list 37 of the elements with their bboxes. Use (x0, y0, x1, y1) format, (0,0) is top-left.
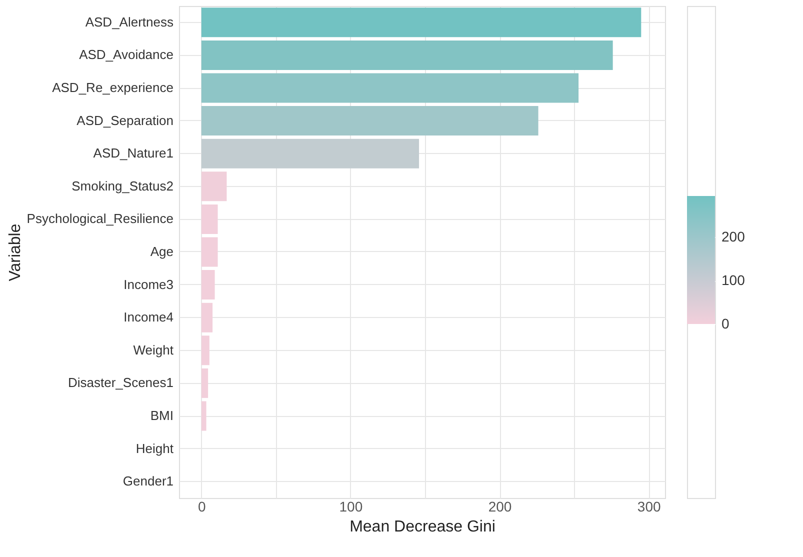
bar (201, 401, 206, 431)
y-tick-label: ASD_Avoidance (79, 47, 174, 62)
bar (201, 336, 210, 366)
bar (201, 237, 218, 267)
y-tick-label: Gender1 (122, 474, 174, 489)
bar (201, 8, 642, 38)
x-tick-label: 200 (488, 498, 512, 514)
bar (201, 138, 420, 168)
color-bar-label: 200 (722, 228, 746, 245)
y-tick-label: ASD_Re_experience (52, 80, 174, 95)
bar (201, 106, 538, 136)
bar (201, 302, 213, 332)
x-tick-label: 0 (198, 498, 206, 514)
y-tick-label: Disaster_Scenes1 (68, 375, 174, 390)
y-axis-title: Variable (6, 224, 24, 282)
color-bar-label: 0 (722, 316, 730, 332)
y-tick-label: Weight (133, 342, 174, 358)
y-tick-label: ASD_Nature1 (93, 146, 174, 161)
color-bar-label: 100 (722, 272, 746, 288)
x-tick-label: 300 (637, 498, 661, 514)
bar (201, 270, 215, 300)
bar (201, 172, 227, 202)
y-tick-label: ASD_Alertness (85, 14, 174, 30)
bar (201, 368, 208, 398)
y-tick-label: Income4 (124, 310, 174, 325)
y-tick-label: Age (150, 244, 174, 259)
y-tick-label: Height (136, 440, 174, 456)
x-axis-title: Mean Decrease Gini (350, 518, 496, 536)
bar (201, 73, 579, 103)
y-tick-label: ASD_Separation (76, 112, 174, 128)
y-tick-label: Psychological_Resilience (26, 211, 174, 226)
x-tick-label: 100 (339, 498, 363, 514)
bar (201, 204, 218, 234)
bar (201, 40, 613, 70)
y-tick-label: BMI (150, 408, 174, 423)
y-tick-label: Smoking_Status2 (72, 178, 174, 194)
y-tick-label: Income3 (124, 276, 174, 292)
